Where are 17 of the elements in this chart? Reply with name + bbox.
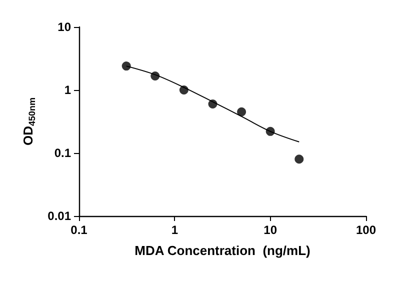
y-tick-label: 0.1 <box>54 146 72 160</box>
point <box>237 107 246 116</box>
y-axis-title: OD450nm <box>20 97 38 146</box>
point <box>150 71 160 80</box>
x-tick-label: 0.1 <box>70 223 88 237</box>
point <box>266 126 275 136</box>
y-tick-label: 1 <box>64 83 72 97</box>
x-tick-label: 100 <box>356 223 376 237</box>
y-tick-label: 10 <box>58 20 72 34</box>
y-tick-label: 0.01 <box>48 209 72 223</box>
x-tick-label: 10 <box>264 223 278 237</box>
point <box>294 154 304 164</box>
point <box>208 99 218 108</box>
x-tick-label: 1 <box>171 223 178 237</box>
point <box>122 62 131 71</box>
x-axis-title: MDA Concentration (ng/mL) <box>134 243 310 258</box>
point <box>179 86 188 94</box>
